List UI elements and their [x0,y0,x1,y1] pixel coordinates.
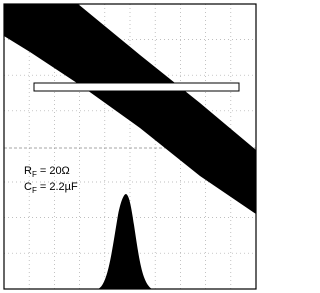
value: = 20Ω [40,165,70,177]
subscript: F [32,170,37,179]
scope-screen: RF= 20Ω CF= 2.2µF [0,0,260,293]
value: = 2.2µF [40,181,78,193]
symbol: R [24,165,32,177]
annotation: RF= 20Ω [24,165,70,179]
symbol: C [24,181,32,193]
measurement-window [34,83,239,91]
subscript: F [32,186,37,195]
page: {"annotations": [ {"symbol": "R", "subsc… [0,0,260,293]
